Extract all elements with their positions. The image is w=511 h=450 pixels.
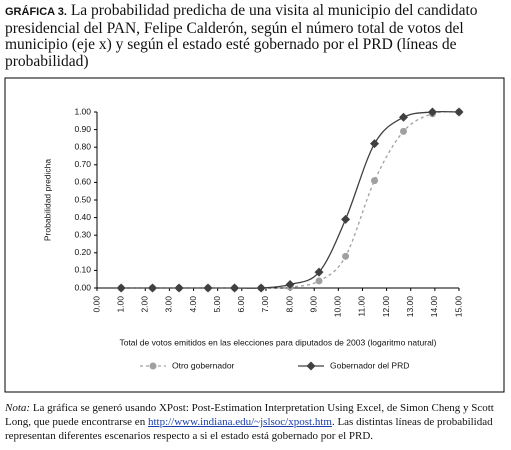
- legend-label: Otro gobernador: [172, 360, 235, 370]
- x-tick-label: 13.00: [405, 296, 415, 318]
- x-tick-label: 15.00: [453, 296, 463, 318]
- x-tick-label: 3.00: [164, 296, 174, 313]
- x-tick-label: 6.00: [236, 296, 246, 313]
- chart-frame: [4, 77, 505, 393]
- x-tick-label: 2.00: [140, 296, 150, 313]
- x-tick-label: 14.00: [429, 296, 439, 318]
- data-point: [314, 267, 324, 277]
- note-link[interactable]: http://www.indiana.edu/~jslsoc/xpost.htm: [147, 416, 332, 428]
- data-point: [256, 283, 266, 293]
- x-tick-label: 4.00: [188, 296, 198, 313]
- legend-label: Gobernador del PRD: [330, 360, 409, 370]
- y-tick-label: 0.20: [74, 247, 91, 257]
- data-point: [398, 112, 408, 122]
- y-tick-label: 0.40: [74, 212, 91, 222]
- data-point: [454, 107, 464, 117]
- x-axis-label: Total de votos emitidos en las eleccione…: [119, 337, 436, 347]
- title: GRÁFICA 3. La probabilidad predicha de u…: [5, 2, 505, 70]
- legend-marker: [149, 362, 157, 370]
- y-tick-label: 0.60: [74, 177, 91, 187]
- data-point: [371, 177, 379, 185]
- x-tick-label: 0.00: [91, 296, 101, 313]
- data-point: [370, 139, 380, 149]
- data-point: [230, 283, 240, 293]
- note-end: . Las distintas líneas de probabilidad r…: [5, 416, 493, 442]
- y-tick-label: 0.80: [74, 141, 91, 151]
- x-tick-label: 5.00: [212, 296, 222, 313]
- y-tick-label: 0.00: [74, 282, 91, 292]
- data-point: [148, 283, 158, 293]
- data-point: [203, 283, 213, 293]
- x-tick-label: 9.00: [308, 296, 318, 313]
- y-tick-label: 0.70: [74, 159, 91, 169]
- legend-marker: [306, 361, 316, 371]
- series-line: [121, 110, 460, 289]
- x-tick-label: 11.00: [357, 296, 367, 317]
- data-point: [285, 279, 295, 289]
- note-text: La gráfica se generó usando XPost: Post-…: [5, 402, 494, 428]
- x-tick-label: 7.00: [260, 296, 270, 313]
- y-tick-label: 0.90: [74, 124, 91, 134]
- x-tick-label: 10.00: [333, 296, 343, 318]
- data-point: [116, 283, 126, 293]
- data-point: [174, 283, 184, 293]
- note-label: Nota:: [5, 402, 31, 414]
- y-axis-label: Probabilidad predicha: [42, 159, 52, 241]
- note: Nota: La gráfica se generó usando XPost:…: [5, 401, 507, 443]
- y-tick-label: 0.50: [74, 194, 91, 204]
- title-text: La probabilidad predicha de una visita a…: [5, 2, 478, 70]
- series-line: [121, 111, 460, 289]
- data-point: [315, 277, 323, 285]
- data-point: [399, 127, 407, 135]
- x-tick-label: 12.00: [381, 296, 391, 318]
- data-point: [427, 107, 437, 117]
- x-tick-label: 8.00: [284, 296, 294, 313]
- y-tick-label: 1.00: [74, 106, 91, 116]
- data-point: [341, 214, 351, 224]
- data-point: [342, 252, 350, 260]
- figure-label: GRÁFICA 3.: [5, 6, 67, 18]
- y-tick-label: 0.30: [74, 229, 91, 239]
- x-tick-label: 1.00: [115, 296, 125, 313]
- y-tick-label: 0.10: [74, 265, 91, 275]
